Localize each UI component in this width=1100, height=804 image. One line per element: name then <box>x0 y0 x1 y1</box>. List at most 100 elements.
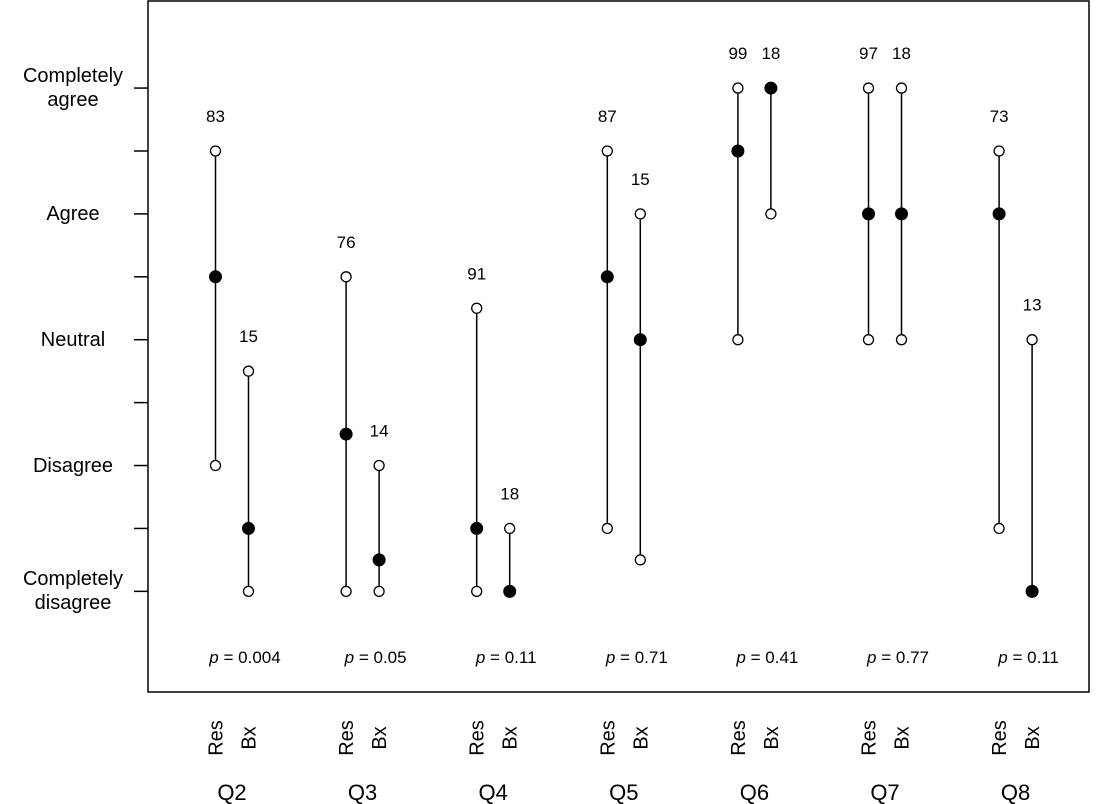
series-label: Bx <box>761 726 783 749</box>
x-category-label: Q6 <box>740 780 769 804</box>
n-label: 73 <box>990 107 1009 126</box>
p-value: p = 0.11 <box>997 648 1059 667</box>
p-symbol: p <box>605 648 615 667</box>
x-category-label: Q5 <box>609 780 638 804</box>
n-label: 91 <box>467 264 486 283</box>
range-high <box>340 271 352 283</box>
range-low <box>209 459 222 472</box>
median <box>862 207 875 221</box>
range-low <box>634 554 646 566</box>
range-high <box>732 82 744 94</box>
series-label: Bx <box>500 726 522 749</box>
n-label: 97 <box>859 44 878 63</box>
p-number: 0.71 <box>635 648 668 667</box>
median <box>470 521 484 535</box>
range-high <box>895 82 908 94</box>
median <box>242 521 255 535</box>
median <box>1025 584 1039 598</box>
p-equals: = <box>359 648 369 667</box>
range-high <box>242 365 255 377</box>
n-label: 18 <box>761 44 780 63</box>
range-low <box>471 585 483 597</box>
n-label: 99 <box>728 44 747 63</box>
y-tick-label: Neutral <box>40 328 106 351</box>
series-label: Res <box>206 720 228 756</box>
n-label: 15 <box>239 327 258 346</box>
p-symbol: p <box>475 648 485 667</box>
p-equals: = <box>223 648 233 667</box>
median <box>503 584 517 598</box>
x-category-label: Q2 <box>217 780 246 804</box>
p-equals: = <box>881 648 891 667</box>
x-category-label: Q7 <box>870 780 899 804</box>
y-tick-label: Completely disagree <box>22 568 124 615</box>
series-label: Res <box>467 720 489 756</box>
plot-frame <box>147 0 1090 693</box>
range-low <box>895 334 908 346</box>
median <box>992 207 1006 221</box>
series-label: Bx <box>239 726 261 749</box>
range-low <box>373 585 385 597</box>
n-label: 18 <box>892 44 911 63</box>
p-number: 0.77 <box>896 648 929 667</box>
range-low <box>765 208 777 220</box>
p-number: 0.05 <box>373 648 406 667</box>
series-label: Bx <box>369 726 391 749</box>
n-label: 15 <box>631 170 650 189</box>
range-high <box>504 522 516 535</box>
series-label: Res <box>728 720 750 756</box>
p-value: p = 0.41 <box>735 648 798 667</box>
series-label: Res <box>989 720 1011 756</box>
series-label: Bx <box>630 726 652 749</box>
p-number: 0.004 <box>238 648 281 667</box>
p-equals: = <box>620 648 630 667</box>
p-symbol: p <box>344 648 354 667</box>
range-high <box>993 145 1005 157</box>
range-low <box>993 522 1005 535</box>
x-category-label: Q8 <box>1001 780 1030 804</box>
series-label: Bx <box>1022 726 1044 749</box>
range-high <box>634 208 646 220</box>
median <box>209 270 222 284</box>
x-category-label: Q3 <box>348 780 377 804</box>
p-equals: = <box>490 648 500 667</box>
median <box>731 144 745 158</box>
series-label: Bx <box>892 726 914 749</box>
p-value: p = 0.05 <box>344 648 407 667</box>
p-number: 0.11 <box>505 648 537 667</box>
p-equals: = <box>1012 648 1022 667</box>
median <box>764 81 778 95</box>
p-symbol: p <box>997 648 1007 667</box>
p-value: p = 0.004 <box>208 648 280 667</box>
series-label: Res <box>597 720 619 756</box>
p-value: p = 0.71 <box>605 648 668 667</box>
y-tick-label: Completely agree <box>22 65 124 112</box>
range-low <box>601 522 613 535</box>
p-equals: = <box>751 648 761 667</box>
median <box>895 207 908 221</box>
n-label: 76 <box>337 233 356 252</box>
y-tick-label: Agree <box>46 202 100 225</box>
range-high <box>471 302 483 314</box>
series-label: Res <box>336 720 358 756</box>
range-low <box>340 585 352 597</box>
range-low <box>242 585 255 597</box>
p-value: p = 0.11 <box>475 648 537 667</box>
median <box>633 333 647 347</box>
range-high <box>209 145 222 157</box>
range-high <box>862 82 875 94</box>
range-high <box>1026 334 1038 346</box>
y-tick-label: Disagree <box>32 454 114 477</box>
n-label: 13 <box>1023 296 1042 315</box>
n-label: 87 <box>598 107 617 126</box>
range-low <box>732 334 744 346</box>
range-high <box>601 145 613 157</box>
n-label: 14 <box>370 422 389 441</box>
median <box>372 553 386 567</box>
series-label: Res <box>859 720 881 756</box>
p-number: 0.41 <box>765 648 798 667</box>
median <box>339 427 353 441</box>
x-category-label: Q4 <box>479 780 508 804</box>
